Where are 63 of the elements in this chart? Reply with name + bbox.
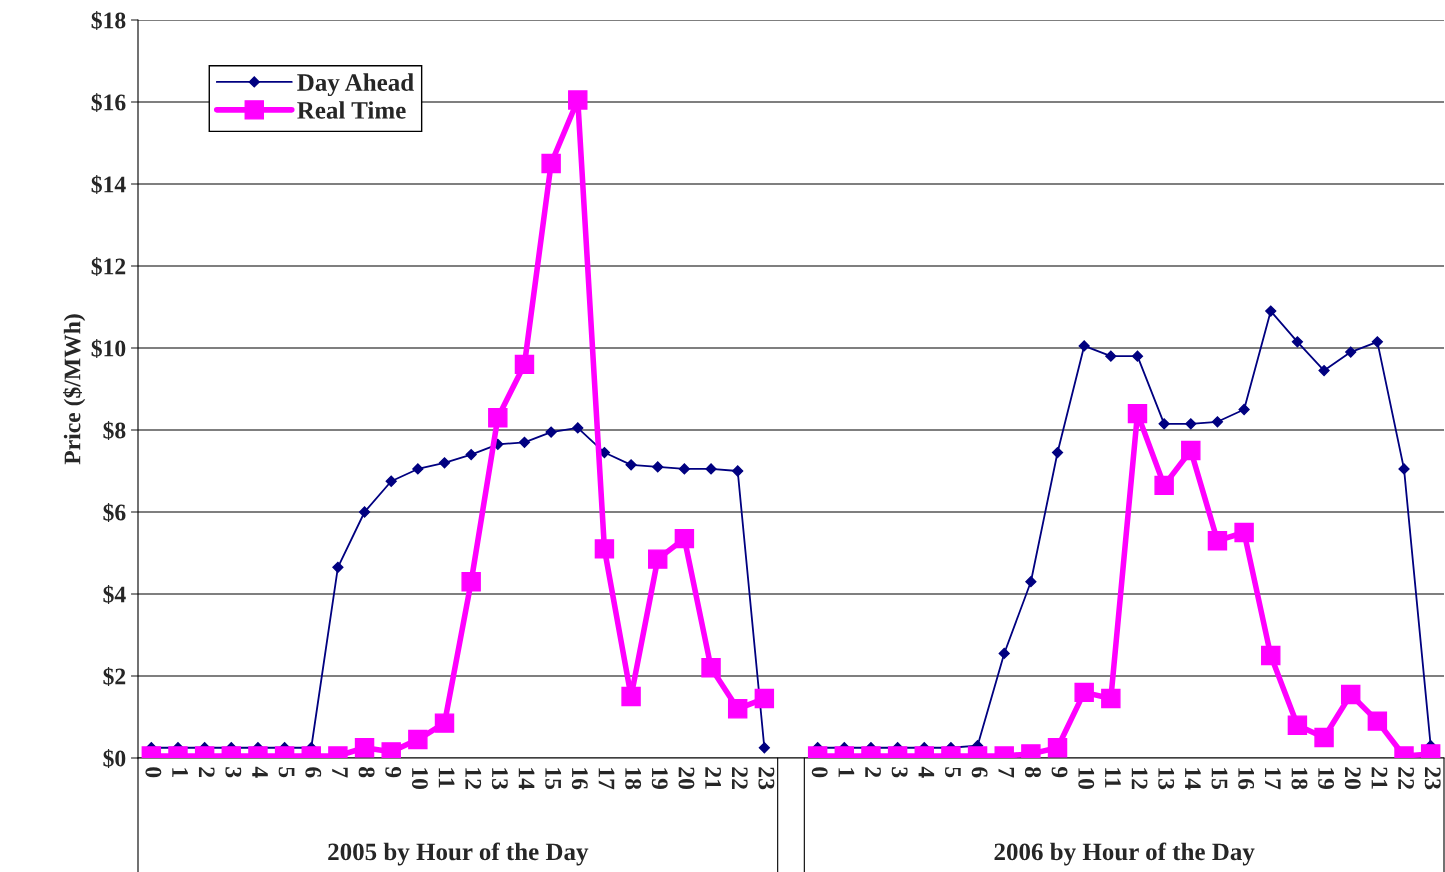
y-tick-label: $0 [103,749,126,768]
x-tick-label: 23 [758,767,775,790]
legend-label: Day Ahead [297,73,414,97]
x-tick-label: 18 [1291,768,1308,790]
y-tick-label: $18 [91,11,126,30]
x-tick-label: 0 [811,767,828,778]
x-tick-label: 4 [918,766,935,778]
y-tick-label: $12 [91,257,126,276]
x-tick-label: 17 [1265,768,1281,790]
x-tick-label: 6 [971,767,988,778]
x-tick-label: 5 [945,767,961,778]
y-tick-label: $4 [103,585,126,604]
x-tick-label: 15 [1211,768,1228,790]
x-tick-label: 10 [1078,768,1095,790]
x-tick-label: 7 [332,767,348,778]
x-tick-label: 5 [278,767,295,778]
x-tick-label: 3 [225,767,242,778]
x-tick-label: 20 [678,767,695,790]
y-tick-label: $14 [91,175,126,194]
x-tick-label: 22 [1398,767,1414,789]
x-tick-label: 11 [438,768,455,788]
x-tick-label: 18 [625,768,642,790]
x-tick-label: 11 [1105,768,1121,788]
x-tick-label: 15 [545,768,562,790]
x-tick-label: 12 [465,768,482,789]
x-tick-label: 22 [732,767,748,789]
x-tick-label: 8 [1024,767,1041,778]
x-tick-label: 19 [1318,768,1335,790]
x-tick-label: 21 [1371,767,1388,789]
text: 2006 by Hour of the Day [994,842,1255,866]
x-tick-label: 0 [145,767,162,778]
y-tick-label: $10 [91,339,126,358]
x-tick-label: 23 [1424,767,1441,790]
x-tick-label: 9 [1051,766,1068,778]
x-tick-label: 7 [998,767,1015,778]
x-tick-label: 9 [385,766,402,778]
y-tick-label: $16 [91,93,126,112]
y-tick-label: $8 [103,421,126,440]
x-tick-label: 21 [705,767,721,789]
x-tick-label: 1 [172,768,188,777]
x-tick-label: 8 [358,767,375,778]
y-tick-label: $2 [103,667,126,686]
x-tick-label: 2 [198,767,215,778]
x-tick-label: 16 [1238,768,1255,790]
x-tick-label: 2 [865,767,881,778]
x-tick-label: 6 [305,767,322,778]
y-axis-title: Price ($/MWh) [63,314,86,465]
x-tick-label: 4 [252,766,268,778]
x-tick-label: 10 [411,768,428,790]
y-tick-label: $6 [103,503,126,522]
text: 2005 by Hour of the Day [328,842,589,866]
x-tick-label: 13 [491,768,508,790]
x-tick-label: 20 [1344,767,1361,790]
x-tick-label: 13 [1158,768,1175,790]
x-tick-label: 12 [1131,768,1148,789]
x-tick-label: 16 [571,768,588,790]
x-tick-label: 3 [891,767,908,778]
x-tick-label: 17 [598,768,615,790]
legend-label: Real Time [297,101,406,119]
x-tick-label: 14 [1185,768,1201,790]
x-tick-label: 19 [651,768,668,790]
x-tick-label: 1 [838,768,855,777]
x-tick-label: 14 [518,768,535,790]
